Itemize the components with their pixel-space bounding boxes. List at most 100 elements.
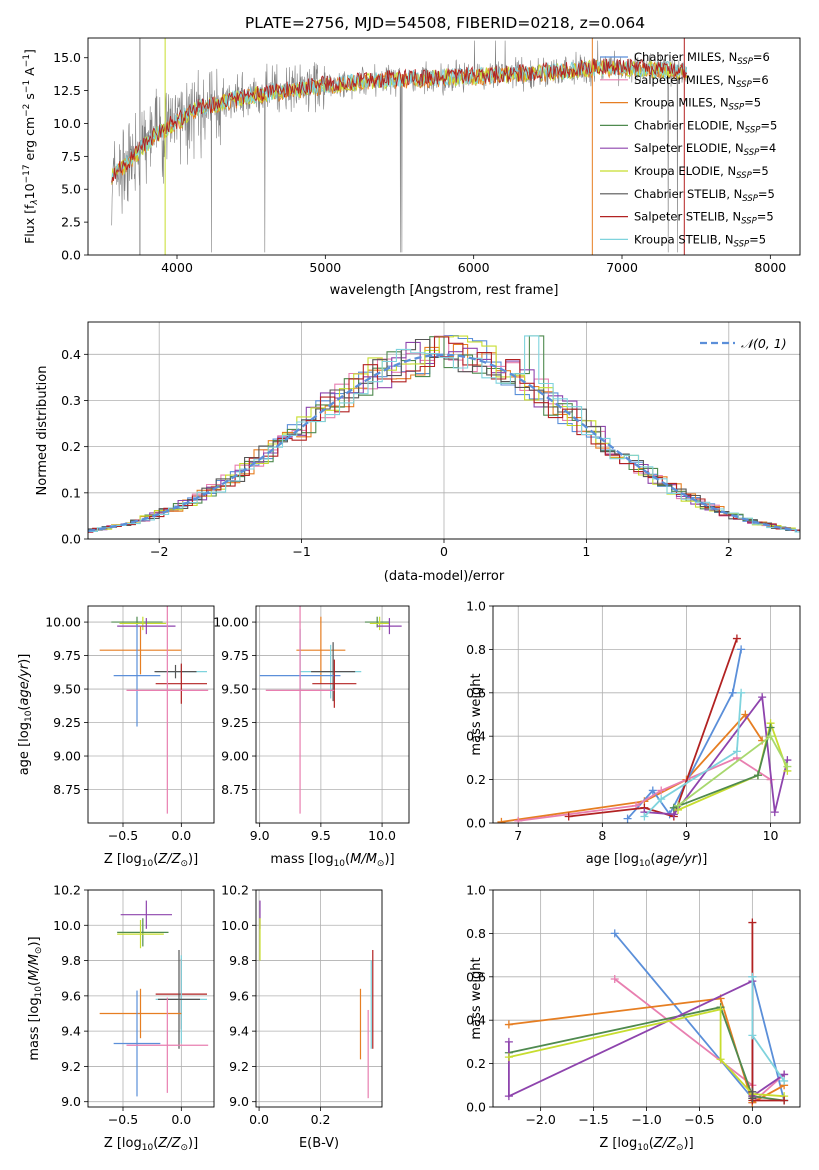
y-axis-label: mass weight xyxy=(469,673,484,755)
series-marker xyxy=(504,1092,513,1101)
x-axis-label: wavelength [Angstrom, rest frame] xyxy=(330,283,559,298)
error-bar-point xyxy=(311,642,356,702)
x-axis-label: Z [log10(Z/Z⊙)] xyxy=(104,852,198,869)
error-bar-point xyxy=(377,618,402,635)
spectrum-legend: Chabrier MILES, NSSP=6 Salpeter MILES, NS… xyxy=(600,50,777,249)
x-tick-label: 0 xyxy=(440,544,448,559)
series-marker xyxy=(514,816,523,823)
series-marker xyxy=(716,1005,725,1014)
mass-vs-metallicity-panel: −0.5 0.0 9.0 9.2 9.4 9.6 9.8 10.0 10.2 Z [log10(Z… xyxy=(27,883,215,1153)
error-bar-point xyxy=(158,949,200,1049)
y-tick-label: 1.0 xyxy=(466,599,486,614)
y-tick-label: 9.2 xyxy=(229,1059,249,1074)
x-tick-label: −1.0 xyxy=(631,1112,661,1127)
series-marker xyxy=(640,812,649,821)
y-tick-label: 0.6 xyxy=(466,969,486,984)
age-vs-mass-panel: 9.0 9.5 10.0 8.75 9.00 9.25 9.50 9.75 10.00 mass … xyxy=(213,605,410,869)
y-tick-label: 9.0 xyxy=(229,1094,249,1109)
y-tick-label: 9.6 xyxy=(61,988,81,1003)
error-bar-point xyxy=(265,606,335,814)
series-marker xyxy=(504,1020,513,1029)
spectrum-panel: 4000 5000 6000 7000 8000 0.0 2.5 5.0 7.5 10.0 12.5… xyxy=(22,37,801,298)
y-axis-label: Flux [fλ10−17 erg cm−2 s−1 A−1] xyxy=(22,49,40,244)
y-tick-label: 0.8 xyxy=(466,642,486,657)
axes-frame xyxy=(492,605,801,824)
y-tick-label: 10.0 xyxy=(53,116,81,131)
y-tick-label: 9.6 xyxy=(229,988,249,1003)
error-bars xyxy=(259,606,402,814)
series-marker xyxy=(648,786,657,795)
x-tick-label: 4000 xyxy=(161,260,193,275)
x-tick-label: 10 xyxy=(763,828,779,843)
y-tick-label: 15.0 xyxy=(53,50,81,65)
y-tick-label: 0.1 xyxy=(61,485,81,500)
series-marker xyxy=(610,929,619,938)
y-tick-label: 0.3 xyxy=(61,393,81,408)
series-marker xyxy=(748,918,757,927)
series-marker xyxy=(732,747,741,756)
y-tick-label: 9.25 xyxy=(221,715,249,730)
y-tick-label: 2.5 xyxy=(61,215,81,230)
y-tick-label: 9.75 xyxy=(221,648,249,663)
series-marker xyxy=(766,732,775,741)
series-marker xyxy=(770,808,779,817)
series-marker xyxy=(732,634,741,643)
y-tick-label: 0.0 xyxy=(61,532,81,547)
series-marker xyxy=(497,817,506,823)
legend-entry: 𝒩(0, 1) xyxy=(741,336,787,351)
x-axis-label: (data-model)/error xyxy=(384,569,505,584)
weight-lines xyxy=(504,918,789,1107)
y-tick-label: 9.00 xyxy=(221,749,249,764)
series-marker xyxy=(758,693,767,702)
legend-entry: Chabrier STELIB, NSSP=5 xyxy=(634,187,775,204)
x-tick-label: −1.5 xyxy=(578,1112,608,1127)
legend-entry: Salpeter STELIB, NSSP=5 xyxy=(634,210,774,227)
series-marker xyxy=(657,786,666,795)
weight-series xyxy=(640,688,746,821)
series-marker xyxy=(674,801,683,810)
y-tick-label: 10.2 xyxy=(221,883,249,898)
y-tick-label: 9.50 xyxy=(53,682,81,697)
legend-entry: Chabrier MILES, NSSP=6 xyxy=(634,50,770,67)
error-bars xyxy=(99,606,209,814)
x-axis-label: Z [log10(Z/Z⊙)] xyxy=(599,1136,693,1153)
x-tick-label: −0.5 xyxy=(684,1112,714,1127)
residual-distribution-panel: −2 −1 0 1 2 0.0 0.1 0.2 0.3 0.4 (data-model)/error… xyxy=(35,321,801,584)
x-axis-label: Z [log10(Z/Z⊙)] xyxy=(104,1136,198,1153)
series-marker xyxy=(504,1037,513,1046)
x-tick-label: 7000 xyxy=(606,260,638,275)
y-tick-label: 9.75 xyxy=(53,648,81,663)
spectrum-lines xyxy=(111,38,688,255)
x-tick-label: 0.0 xyxy=(742,1112,762,1127)
error-bar-point xyxy=(119,616,167,631)
x-tick-label: 0.0 xyxy=(171,828,191,843)
y-tick-label: 9.8 xyxy=(61,953,81,968)
error-bar-point xyxy=(120,900,172,929)
legend-entry: Salpeter MILES, NSSP=6 xyxy=(634,73,769,90)
series-marker xyxy=(564,812,573,821)
weight-series xyxy=(674,732,792,810)
x-tick-label: 5000 xyxy=(309,260,341,275)
y-tick-label: 5.0 xyxy=(61,182,81,197)
y-tick-label: 0.2 xyxy=(466,1056,486,1071)
series-line xyxy=(508,1006,785,1102)
y-tick-label: 9.2 xyxy=(61,1059,81,1074)
legend-entry: Salpeter ELODIE, NSSP=4 xyxy=(634,141,776,158)
x-tick-label: 10.0 xyxy=(368,828,396,843)
series-marker xyxy=(716,1055,725,1064)
y-tick-label: 0.2 xyxy=(61,439,81,454)
y-axis-label: mass [log10(M/M⊙)] xyxy=(27,936,44,1060)
x-tick-label: 9.0 xyxy=(250,828,270,843)
series-marker xyxy=(783,762,792,771)
weight-lines xyxy=(497,634,792,823)
series-marker xyxy=(780,1076,789,1085)
y-tick-label: 10.2 xyxy=(53,883,81,898)
mass-vs-ebv-panel: 0.0 0.2 9.0 9.2 9.4 9.6 9.8 10.0 10.2 E(B-V) xyxy=(221,883,383,1151)
x-tick-label: 2 xyxy=(725,544,733,559)
axes-frame xyxy=(255,605,410,824)
x-axis-label: mass [log10(M/M⊙)] xyxy=(270,852,394,869)
series-marker xyxy=(728,688,737,697)
series-marker xyxy=(748,1094,757,1103)
x-tick-label: 1 xyxy=(582,544,590,559)
legend-entry: Chabrier ELODIE, NSSP=5 xyxy=(634,118,777,135)
